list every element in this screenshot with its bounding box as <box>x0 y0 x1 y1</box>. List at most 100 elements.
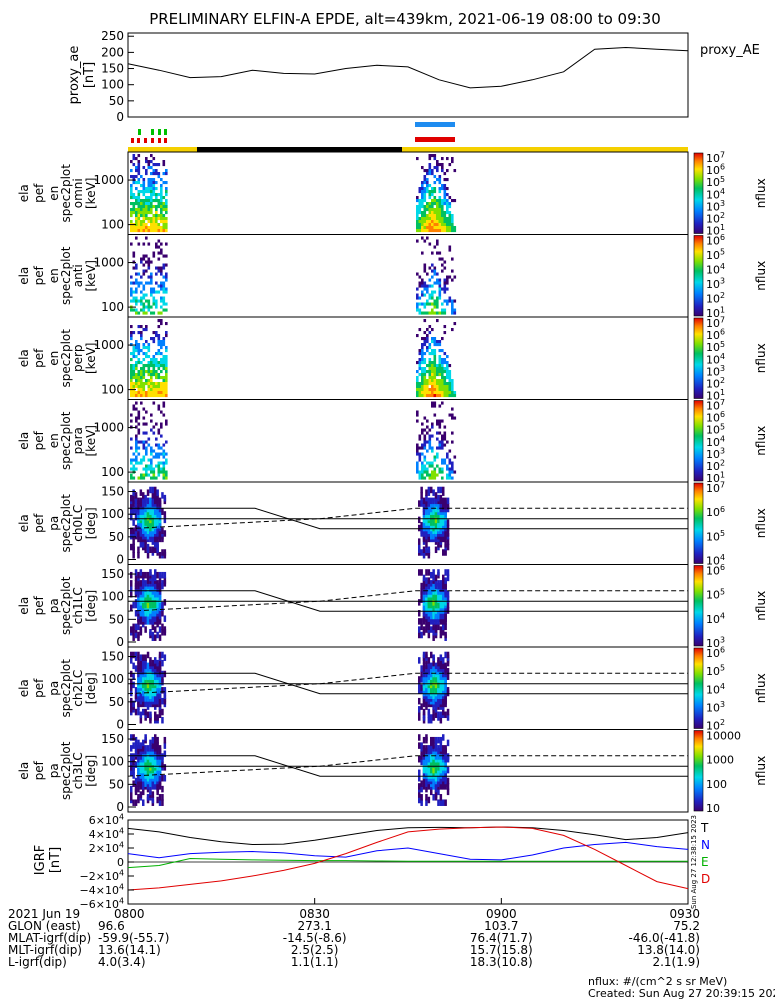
red-tick <box>158 138 161 143</box>
green-tick <box>158 129 161 135</box>
panel-frame <box>127 151 689 235</box>
colorbar-tick-label: 104 <box>706 262 725 276</box>
colorbar-tick-label: 106 <box>706 563 725 577</box>
spectrogram-cells <box>130 319 457 398</box>
x-axis-value: 273.1 <box>297 919 331 933</box>
green-tick <box>151 129 154 135</box>
red-tick <box>137 138 140 143</box>
colorbar-unit: nflux <box>754 591 768 621</box>
colorbar-unit: nflux <box>754 178 768 208</box>
colorbar-tick-label: 106 <box>706 233 725 247</box>
red-tick <box>164 138 167 143</box>
panel-ylabel-part: ela <box>17 514 31 532</box>
colorbar-tick-label: 104 <box>706 611 725 625</box>
colorbar-unit: nflux <box>754 508 768 538</box>
spectrogram-cells <box>130 569 450 641</box>
x-axis-value: 2.5(2.5) <box>291 943 339 957</box>
colorbar-tick-label: 105 <box>706 529 725 543</box>
x-axis-value: 18.3(10.8) <box>470 955 533 969</box>
tick-label: 0 <box>116 718 124 732</box>
panel-ylabel-part: en <box>47 186 61 201</box>
colorbar-tick-label: 103 <box>706 277 725 291</box>
anti-loss-cone-line <box>127 507 688 530</box>
igrf-ylabel: IGRF [nT] <box>33 845 63 875</box>
x-axis-row-label: MLAT-igrf(dip) <box>8 931 91 945</box>
tick-label: −2×104 <box>80 869 124 883</box>
spectrogram-cells <box>130 154 457 233</box>
panel-ylabel-part: pa <box>47 598 61 613</box>
panel-frame <box>127 564 689 648</box>
colorbars: 107106105104103102101nflux10610510410310… <box>693 151 768 815</box>
igrf-legend-T: T <box>700 821 709 835</box>
proxy-ae-ylabel: proxy_ae [nT] <box>67 46 97 105</box>
igrf-ylabel-line1: IGRF <box>33 845 48 875</box>
panel-ylabel-part: pef <box>32 265 46 285</box>
panel-ylabel-part: pa <box>47 763 61 778</box>
colorbar-tick-label: 104 <box>706 352 725 366</box>
colorbar-tick-label: 102 <box>706 291 725 305</box>
colorbar-tick-label: 106 <box>706 163 725 177</box>
panel-ylabel-part: pef <box>32 430 46 450</box>
science-zone-bar-blue <box>415 122 455 127</box>
igrf-legend-D: D <box>701 872 710 886</box>
panel-ylabel-part: ela <box>17 267 31 285</box>
x-axis-value: 103.7 <box>484 919 518 933</box>
colorbar-unit: nflux <box>754 343 768 373</box>
tick-label: 100 <box>101 383 124 397</box>
spectrogram-cells <box>130 236 457 315</box>
colorbar-gradient <box>693 152 704 234</box>
colorbar-tick-label: 102 <box>706 376 725 390</box>
panel-ylabel-part: ch2LC <box>71 670 85 707</box>
panel-ylabel-part: pef <box>32 183 46 203</box>
tick-label: −6×104 <box>80 897 124 911</box>
proxy-ae-ylabel-line1: proxy_ae <box>67 46 82 105</box>
x-axis-value: 2.1(1.9) <box>652 955 700 969</box>
tick-label: 0 <box>116 635 124 649</box>
colorbar-tick-label: 102 <box>706 718 725 732</box>
x-axis-row-label: GLON (east) <box>8 919 81 933</box>
colorbar-tick-label: 106 <box>706 410 725 424</box>
panel-ylabel-part: [keV] <box>84 178 98 209</box>
colorbar-gradient <box>693 317 704 399</box>
panel-ylabel-part: spec2plot <box>59 741 73 800</box>
tick-label: 2×104 <box>89 841 124 855</box>
x-axis-value: 0800 <box>114 907 145 921</box>
anti-loss-cone-line <box>127 755 688 777</box>
colorbar-tick-label: 10 <box>706 802 720 815</box>
x-axis-value: -14.5(-8.6) <box>283 931 347 945</box>
panel-ylabel-part: [deg] <box>84 507 98 539</box>
panel-frame <box>127 646 689 730</box>
green-ticks <box>138 129 167 135</box>
igrf-line-T <box>127 826 689 846</box>
colorbar-unit: nflux <box>754 426 768 456</box>
colorbar-tick-label: 107 <box>706 151 725 165</box>
panel-ylabel-part: en <box>47 433 61 448</box>
proxy-ae-legend: proxy_AE <box>700 43 760 58</box>
colorbar-gradient <box>693 400 704 482</box>
x-axis-value: 75.2 <box>673 919 700 933</box>
colorbar-tick-label: 102 <box>706 211 725 225</box>
tick-label: 200 <box>101 45 124 59</box>
x-axis-value: 0930 <box>669 907 700 921</box>
panel-ylabel-part: [deg] <box>84 590 98 622</box>
colorbar-tick-label: 104 <box>706 682 725 696</box>
red-tick <box>151 138 154 143</box>
tick-label: 50 <box>109 612 124 626</box>
colorbar: 10000 1000 100 10 nflux <box>693 730 768 815</box>
x-axis-value: 96.6 <box>98 919 125 933</box>
spectrogram-cells <box>130 401 457 480</box>
panel-ylabel-part: omni <box>71 178 85 208</box>
x-axis-value: 4.0(3.4) <box>98 955 146 969</box>
panel-ylabel-part: ch3LC <box>71 752 85 789</box>
panel-ylabel-part: [keV] <box>84 425 98 456</box>
tick-label: 150 <box>101 732 124 746</box>
panel-frame <box>127 729 689 813</box>
red-tick <box>131 138 134 143</box>
colorbar: 107 106 105 104 nflux <box>693 481 768 568</box>
